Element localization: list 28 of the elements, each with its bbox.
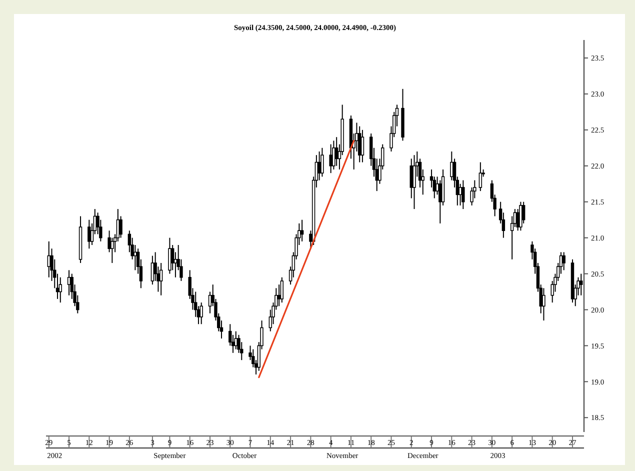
candlestick [67,270,71,296]
candlestick [277,284,281,307]
candlestick [412,154,416,210]
candlestick [200,302,203,325]
candlestick [88,219,91,250]
candlestick [462,180,465,210]
candlestick [450,150,454,181]
candlestick [542,288,546,322]
candlestick [329,144,332,174]
candlestick [119,216,122,238]
candlestick [580,273,583,296]
candlestick [168,237,172,274]
candlestick [360,129,364,163]
candlestick [358,126,362,163]
candlestick [58,276,62,304]
candlestick [438,180,442,224]
candlestick [334,136,338,166]
candlestick [318,150,321,181]
candlestick [280,276,284,304]
candlestick [332,140,336,170]
candlestick [522,201,526,224]
candlestick [519,201,522,232]
candlestick [458,183,462,206]
candlestick [159,262,163,296]
candlestick [320,147,324,178]
candlestick [478,162,482,192]
candlestick [562,252,566,271]
candlestick [300,219,304,242]
